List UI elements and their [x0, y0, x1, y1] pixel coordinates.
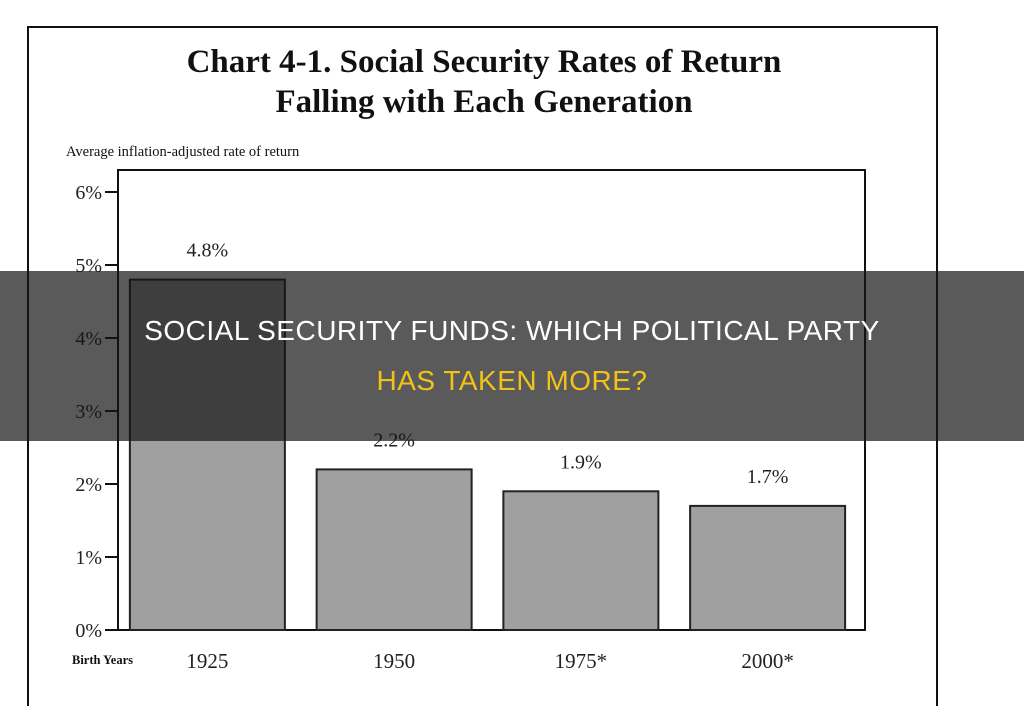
y-tick-label: 2% [75, 474, 102, 496]
headline-banner: SOCIAL SECURITY FUNDS: WHICH POLITICAL P… [0, 271, 1024, 441]
bar-1950 [315, 468, 473, 631]
chart-title-line-1: Chart 4-1. Social Security Rates of Retu… [186, 44, 782, 80]
data-label: 1.7% [747, 466, 789, 488]
headline-line-2: HAS TAKEN MORE? [376, 365, 648, 396]
chart-title: Chart 4-1. Social Security Rates of Retu… [28, 42, 940, 122]
y-tick-label: 1% [75, 547, 102, 569]
x-tick-label: 1925 [186, 649, 228, 673]
bar-1975* [502, 490, 660, 631]
x-axis-label: Birth Years [72, 653, 133, 667]
chart-title-line-2: Falling with Each Generation [275, 84, 693, 120]
x-tick-label: 1950 [373, 649, 415, 673]
y-tick-label: 0% [75, 620, 102, 642]
headline-line-1: SOCIAL SECURITY FUNDS: WHICH POLITICAL P… [144, 315, 880, 346]
y-tick-label: 6% [75, 182, 102, 204]
x-tick-label: 2000* [741, 649, 794, 673]
data-label: 1.9% [560, 451, 602, 473]
y-axis-label: Average inflation-adjusted rate of retur… [66, 144, 300, 160]
x-tick-label: 1975* [555, 649, 608, 673]
bar-2000* [689, 504, 847, 631]
data-label: 4.8% [187, 240, 229, 262]
